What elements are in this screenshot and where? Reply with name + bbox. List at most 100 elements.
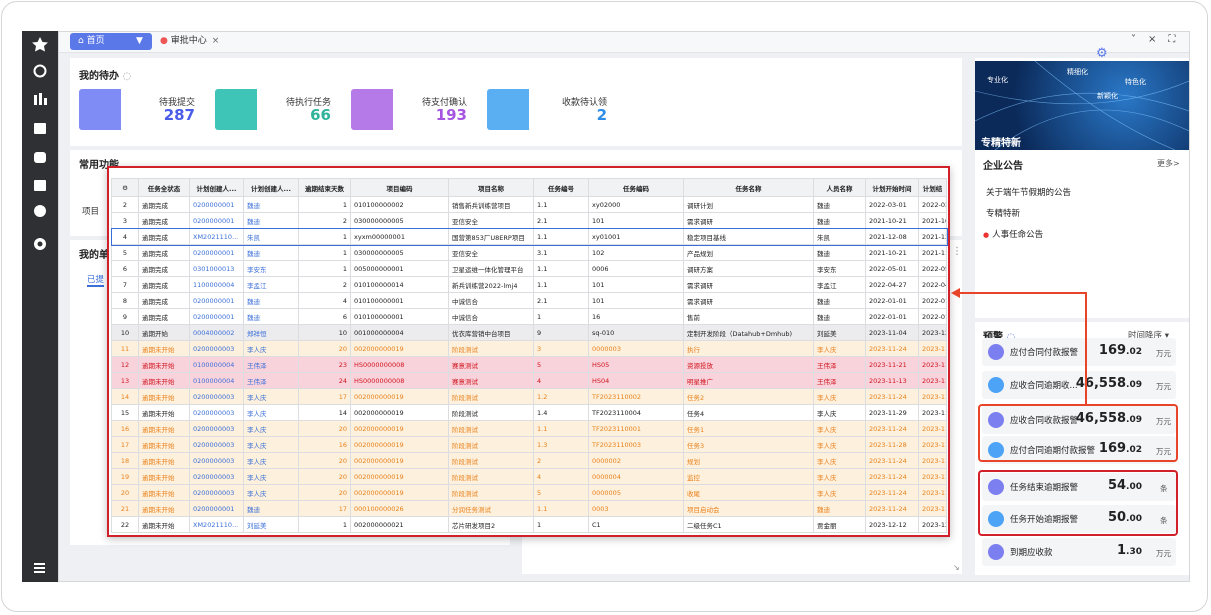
table-cell: 5	[534, 357, 589, 373]
column-header: 逾期结束天数	[299, 179, 351, 197]
icon-doc[interactable]	[34, 123, 46, 134]
table-cell: 2023-11-24	[866, 453, 919, 469]
column-header: 人员名称	[814, 179, 866, 197]
common-item[interactable]: 项目	[82, 205, 99, 217]
table-cell: 18	[112, 453, 139, 469]
sidebar	[22, 31, 58, 582]
table-cell: 2022-01-01	[866, 293, 919, 309]
table-cell: 李安东	[814, 261, 866, 277]
table-cell: 2023-11	[919, 501, 947, 517]
notice-item[interactable]: 关于端午节假期的公告	[986, 186, 1071, 198]
todo-title-text: 我的待办	[79, 71, 119, 82]
table-cell: 2023-11	[919, 485, 947, 501]
table-cell: 逾期完成	[139, 293, 190, 309]
table-cell: 收尾	[684, 485, 814, 501]
home-tab[interactable]: ⌂ 首页▼	[70, 33, 152, 50]
table-cell: 2022-01	[919, 293, 947, 309]
table-cell: 2023-11-21	[866, 357, 919, 373]
todo-card[interactable]: 待支付确认193	[351, 89, 481, 130]
table-cell: 李人庆	[244, 469, 299, 485]
table-cell: 0004000002	[190, 325, 244, 341]
table-cell: 产品规划	[684, 245, 814, 261]
table-row: 11逾期未开始0200000003李人庆20002000000019阶段测试30…	[112, 341, 947, 357]
icon-menu[interactable]	[34, 563, 45, 565]
table-cell: 郑祥恒	[244, 325, 299, 341]
todo-card[interactable]: 待我提交287	[79, 89, 209, 130]
table-cell: 项目启动会	[684, 501, 814, 517]
icon-cycle[interactable]	[35, 66, 46, 77]
banner-word: 新颖化	[1097, 91, 1118, 101]
icon-bag[interactable]	[34, 152, 46, 163]
table-cell: 2	[534, 453, 589, 469]
notice-item[interactable]: 专精特新	[986, 207, 1020, 219]
icon-user[interactable]	[34, 205, 46, 217]
table-cell: 1	[299, 517, 351, 533]
todo-card[interactable]: 待执行任务66	[215, 89, 345, 130]
alert-item[interactable]: 到期应收款1.30万元	[982, 538, 1176, 566]
table-cell: 芯片研发项目2	[449, 517, 534, 533]
table-cell: 赛意测试	[449, 373, 534, 389]
table-cell: 2021-10-21	[866, 245, 919, 261]
table-cell: 1.1	[534, 229, 589, 245]
notice-title: 企业公告	[983, 157, 1023, 172]
table-cell: 2023-11	[919, 421, 947, 437]
table-cell: 逾期完成	[139, 197, 190, 213]
table-cell: 2022-04	[919, 277, 947, 293]
card-icon	[351, 89, 393, 130]
table-cell: 2023-11-13	[866, 373, 919, 389]
settings-icon[interactable]: ⚙	[1096, 46, 1108, 61]
settings-header[interactable]: ⚙	[112, 179, 139, 197]
column-header: 任务全状态	[139, 179, 190, 197]
table-cell: 2	[112, 197, 139, 213]
icon-chart[interactable]	[34, 95, 37, 105]
banner: 专业化精细化特色化新颖化 专精特新	[975, 61, 1189, 150]
table-cell: 逾期未开始	[139, 373, 190, 389]
table-row: 9逾期完成0200000001魏迪6010100000001中诚信合116售前魏…	[112, 309, 947, 325]
table-cell: 魏迪	[244, 213, 299, 229]
table-row: 8逾期完成0200000001魏迪4010100000001中诚信合2.1101…	[112, 293, 947, 309]
table-row: 3逾期完成0200000001魏迪2030000000005亚信安全2.1101…	[112, 213, 947, 229]
todo-card[interactable]: 收款待认领2	[487, 89, 621, 130]
icon-star[interactable]	[32, 37, 48, 52]
table-cell: 2.1	[534, 293, 589, 309]
table-cell: 亚信安全	[449, 213, 534, 229]
table-cell: 2023-11-24	[866, 469, 919, 485]
table-cell: 逾期完成	[139, 245, 190, 261]
alert-unit: 万元	[1156, 348, 1171, 359]
icon-card[interactable]	[34, 180, 46, 191]
table-cell: 任务3	[684, 437, 814, 453]
table-cell: 资源投放	[684, 357, 814, 373]
table-cell: 新兵训练营2022-lmj4	[449, 277, 534, 293]
table-cell: HS0000000008	[351, 357, 449, 373]
notice-item[interactable]: ●人事任命公告	[983, 228, 1043, 240]
table-cell: 逾期完成	[139, 213, 190, 229]
table-cell: 李安东	[244, 261, 299, 277]
column-header: 任务编码	[589, 179, 684, 197]
table-cell: 1	[299, 229, 351, 245]
table-cell: 2023-11	[919, 389, 947, 405]
table-cell: 阶段测试	[449, 485, 534, 501]
home-tab-label: 首页	[87, 36, 105, 46]
table-cell: 0200000001	[190, 245, 244, 261]
table-cell: 0000005	[589, 485, 684, 501]
table-cell: 16	[299, 437, 351, 453]
table-cell: 20	[299, 453, 351, 469]
more-icon[interactable]: ⋮	[952, 246, 962, 257]
table-cell: 20	[112, 485, 139, 501]
table-cell: 0000003	[589, 341, 684, 357]
arrow	[945, 285, 1095, 410]
table-cell: 逾期未开始	[139, 437, 190, 453]
approval-tab[interactable]: ● 审批中心×	[160, 33, 219, 50]
table-row: 4逾期完成XM2021110...朱凯1xyxm00000001国营第853厂U…	[112, 229, 947, 245]
table-cell: 魏迪	[244, 501, 299, 517]
window-controls[interactable]: ˅×⛶	[1131, 34, 1187, 45]
resize-icon[interactable]: ↘	[953, 563, 960, 572]
table-cell: 2023-11	[919, 405, 947, 421]
orders-tab[interactable]: 已提	[87, 273, 104, 287]
column-header: 计划结	[919, 179, 947, 197]
table-cell: 李人庆	[814, 389, 866, 405]
notice-more[interactable]: 更多>	[1157, 158, 1180, 169]
table-cell: 1.3	[534, 437, 589, 453]
table-cell: 002000000021	[351, 517, 449, 533]
